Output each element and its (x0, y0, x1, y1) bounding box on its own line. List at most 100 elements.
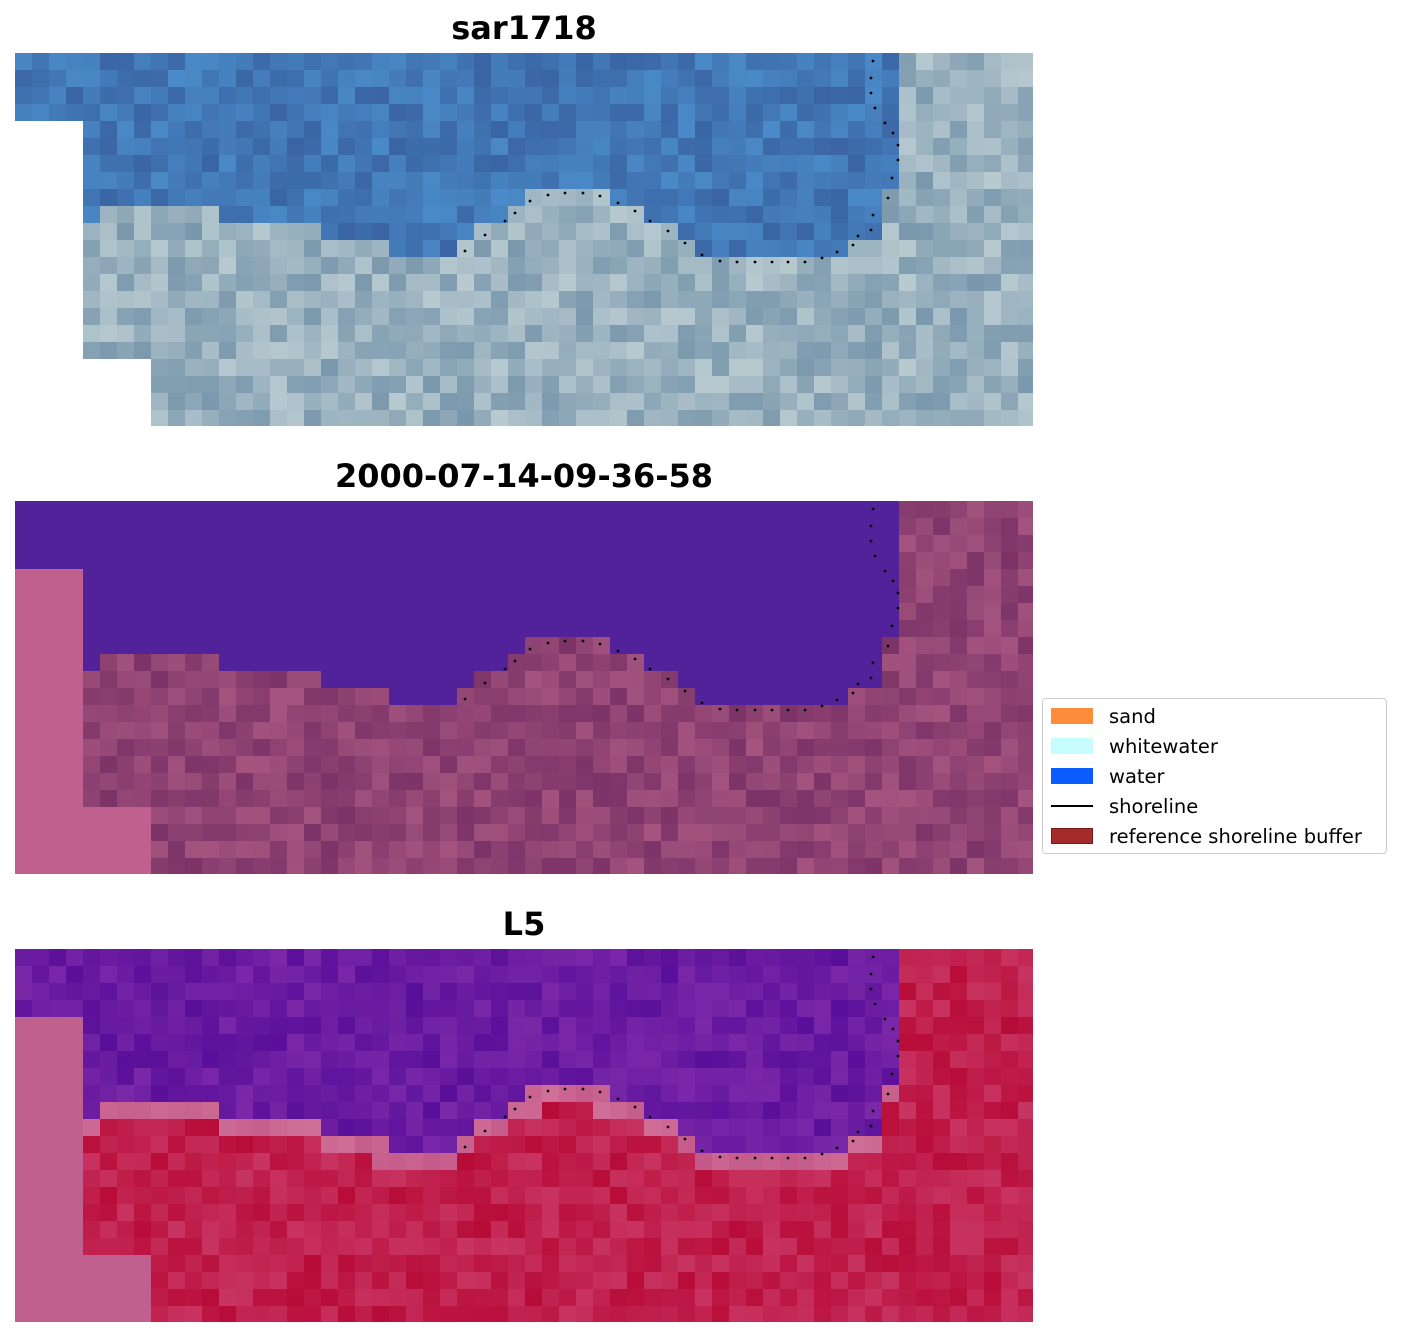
pixel-cell (355, 654, 373, 672)
pixel-cell (950, 376, 968, 394)
pixel-cell (848, 274, 866, 292)
pixel-cell (389, 104, 407, 122)
pixel-cell (355, 223, 373, 241)
pixel-cell (576, 342, 594, 360)
pixel-cell (661, 858, 679, 874)
pixel-cell (83, 637, 101, 655)
pixel-cell (780, 87, 798, 105)
pixel-cell (49, 535, 67, 553)
pixel-cell (423, 206, 441, 224)
panel-title-rgb: sar1718 (451, 9, 597, 47)
pixel-cell (950, 1136, 968, 1154)
pixel-cell (219, 1289, 237, 1307)
pixel-cell (729, 189, 747, 207)
pixel-cell (134, 70, 152, 88)
pixel-cell (780, 1000, 798, 1018)
pixel-cell (321, 308, 339, 326)
pixel-cell (491, 983, 509, 1001)
pixel-cell (933, 291, 951, 309)
pixel-cell (984, 603, 1002, 621)
pixel-cell (83, 223, 101, 241)
pixel-cell (321, 1017, 339, 1035)
pixel-cell (644, 1085, 662, 1103)
pixel-cell (882, 586, 900, 604)
pixel-cell (134, 688, 152, 706)
pixel-cell (542, 1000, 560, 1018)
pixel-cell (355, 1170, 373, 1188)
pixel-cell (593, 155, 611, 173)
pixel-cell (780, 240, 798, 258)
pixel-cell (100, 949, 118, 967)
pixel-cell (66, 1272, 84, 1290)
pixel-cell (797, 325, 815, 343)
pixel-cell (32, 637, 50, 655)
pixel-cell (457, 983, 475, 1001)
pixel-cell (967, 569, 985, 587)
pixel-cell (729, 87, 747, 105)
pixel-cell (66, 223, 84, 241)
pixel-cell (865, 705, 883, 723)
pixel-cell (678, 223, 696, 241)
pixel-cell (219, 569, 237, 587)
pixel-cell (406, 949, 424, 967)
pixel-cell (236, 1068, 254, 1086)
pixel-cell (440, 121, 458, 139)
pixel-cell (916, 257, 934, 275)
pixel-cell (117, 705, 135, 723)
pixel-cell (457, 603, 475, 621)
pixel-cell (848, 637, 866, 655)
pixel-cell (355, 257, 373, 275)
pixel-cell (440, 824, 458, 842)
pixel-cell (474, 518, 492, 536)
pixel-cell (100, 206, 118, 224)
pixel-cell (542, 87, 560, 105)
pixel-cell (474, 949, 492, 967)
pixel-cell (899, 671, 917, 689)
pixel-cell (338, 841, 356, 859)
pixel-cell (287, 257, 305, 275)
pixel-cell (610, 1034, 628, 1052)
pixel-cell (66, 807, 84, 825)
pixel-cell (1018, 1306, 1033, 1322)
pixel-cell (814, 1102, 832, 1120)
pixel-cell (304, 1034, 322, 1052)
pixel-cell (440, 1102, 458, 1120)
pixel-cell (525, 308, 543, 326)
pixel-cell (151, 291, 169, 309)
pixel-cell (746, 240, 764, 258)
pixel-cell (848, 223, 866, 241)
pixel-cell (15, 1102, 33, 1120)
pixel-cell (797, 1034, 815, 1052)
pixel-cell (66, 501, 84, 519)
pixel-cell (763, 1289, 781, 1307)
pixel-cell (117, 671, 135, 689)
pixel-cell (712, 359, 730, 377)
pixel-cell (253, 138, 271, 156)
pixel-cell (151, 790, 169, 808)
pixel-cell (355, 756, 373, 774)
pixel-cell (321, 291, 339, 309)
pixel-cell (593, 1187, 611, 1205)
pixel-cell (83, 620, 101, 638)
pixel-cell (491, 824, 509, 842)
pixel-cell (287, 393, 305, 411)
pixel-cell (66, 705, 84, 723)
pixel-cell (185, 535, 203, 553)
pixel-cell (1018, 172, 1033, 190)
pixel-cell (780, 189, 798, 207)
pixel-cell (304, 501, 322, 519)
pixel-cell (1018, 1119, 1033, 1137)
pixel-cell (440, 603, 458, 621)
pixel-cell (865, 824, 883, 842)
pixel-cell (49, 637, 67, 655)
pixel-cell (763, 773, 781, 791)
pixel-cell (593, 1306, 611, 1322)
pixel-cell (134, 359, 152, 377)
pixel-cell (15, 637, 33, 655)
pixel-cell (304, 569, 322, 587)
pixel-cell (491, 1306, 509, 1322)
pixel-cell (270, 1238, 288, 1256)
pixel-cell (117, 1017, 135, 1035)
pixel-cell (865, 1221, 883, 1239)
pixel-cell (814, 705, 832, 723)
